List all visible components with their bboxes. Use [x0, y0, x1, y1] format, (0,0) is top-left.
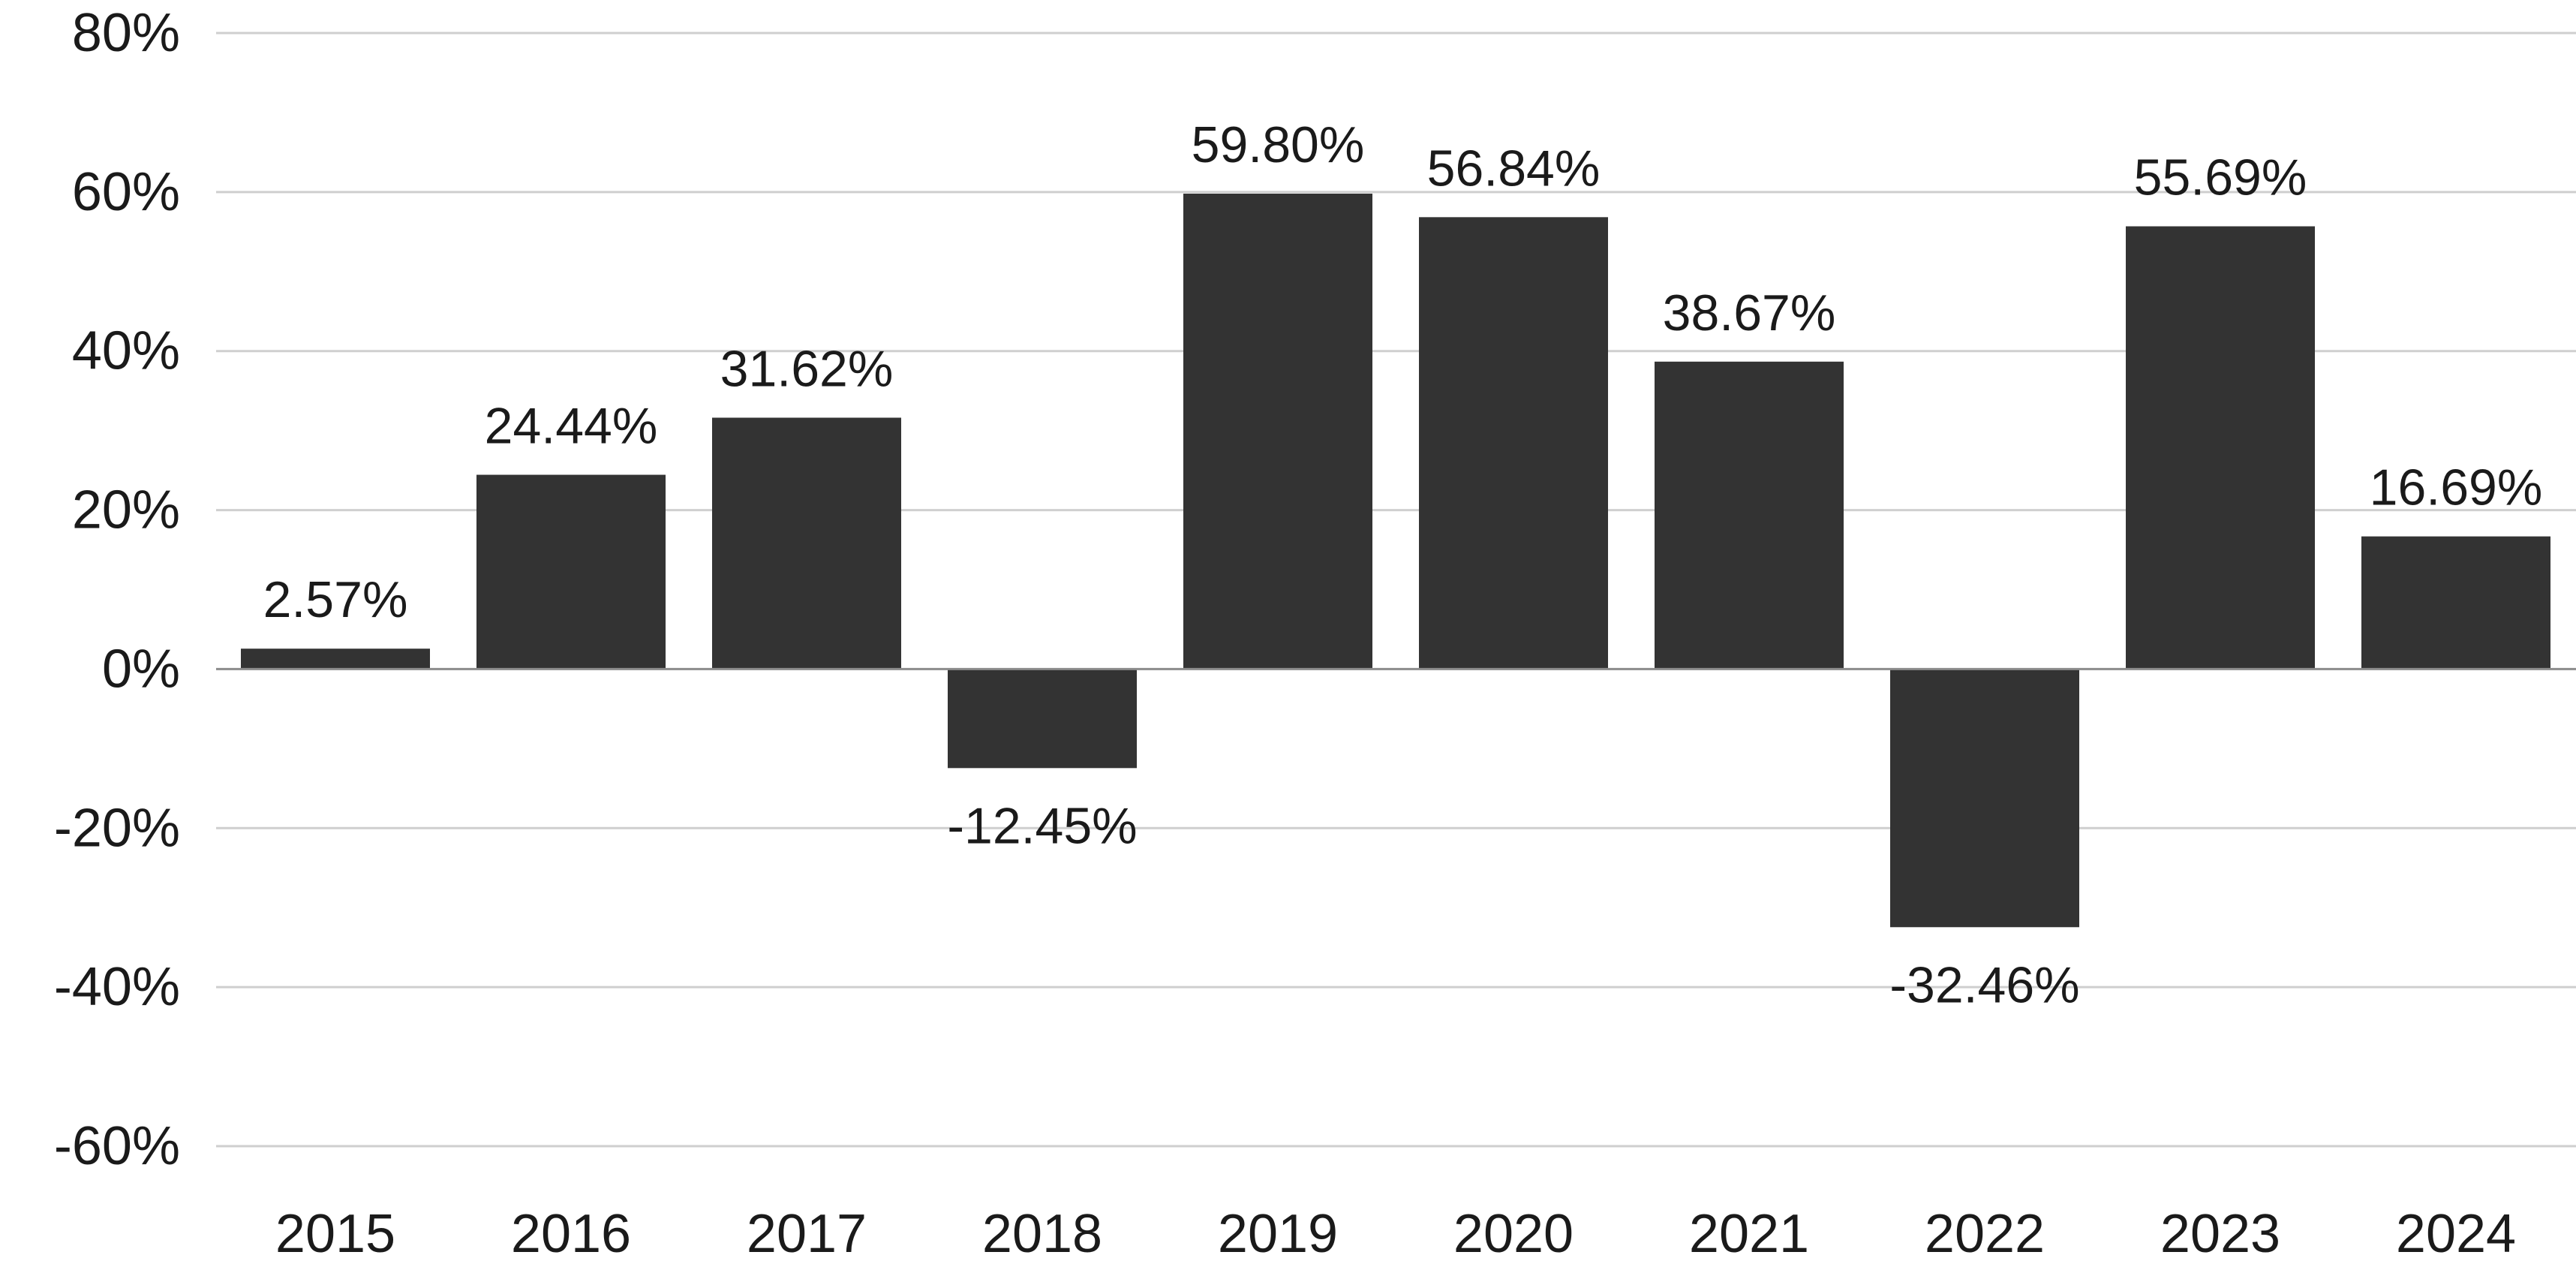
bar [241, 649, 430, 670]
data-label: 2.57% [263, 571, 408, 628]
bars [241, 193, 2550, 928]
x-tick-label: 2019 [1218, 1204, 1338, 1264]
x-axis-tick-labels: 2015 2016 2017 2018 2019 2020 2021 2022 2023 2024 [275, 1204, 2516, 1264]
y-tick-label: 60% [72, 162, 180, 222]
x-tick-label: 2022 [1925, 1204, 2045, 1264]
data-label: 16.69% [2370, 459, 2543, 516]
y-tick-label: 20% [72, 480, 180, 540]
data-label: 24.44% [485, 398, 658, 455]
x-tick-label: 2021 [1689, 1204, 1809, 1264]
x-tick-label: 2017 [747, 1204, 867, 1264]
data-label: 59.80% [1192, 116, 1365, 173]
y-tick-label: 80% [72, 3, 180, 63]
x-tick-label: 2020 [1453, 1204, 1574, 1264]
bar [2361, 536, 2550, 670]
y-tick-label: -20% [54, 798, 180, 858]
y-tick-label: 40% [72, 321, 180, 381]
y-tick-label: -40% [54, 957, 180, 1017]
bar [2126, 226, 2315, 670]
bar [1419, 217, 1608, 670]
x-tick-label: 2018 [982, 1204, 1102, 1264]
data-label: 55.69% [2134, 149, 2307, 206]
y-tick-label: 0% [102, 639, 180, 699]
bar [1890, 669, 2079, 928]
x-tick-label: 2023 [2160, 1204, 2280, 1264]
data-label: 56.84% [1427, 140, 1601, 197]
data-label: 31.62% [720, 340, 894, 397]
data-label: 38.67% [1663, 284, 1836, 342]
x-tick-label: 2016 [511, 1204, 631, 1264]
bar [476, 474, 666, 670]
x-tick-label: 2024 [2396, 1204, 2516, 1264]
data-labels: 2.57% 24.44% 31.62% -12.45% 59.80% 56.84% 38.6… [263, 116, 2543, 1013]
bar [712, 417, 901, 670]
data-label: -32.46% [1889, 956, 2079, 1013]
x-tick-label: 2015 [275, 1204, 395, 1264]
y-tick-label: -60% [54, 1116, 180, 1176]
bar [1655, 361, 1844, 670]
y-axis-tick-labels: 80% 60% 40% 20% 0% -20% -40% -60% [54, 3, 180, 1176]
data-label: -12.45% [947, 797, 1137, 854]
bar [948, 669, 1137, 769]
bar [1183, 193, 1372, 670]
